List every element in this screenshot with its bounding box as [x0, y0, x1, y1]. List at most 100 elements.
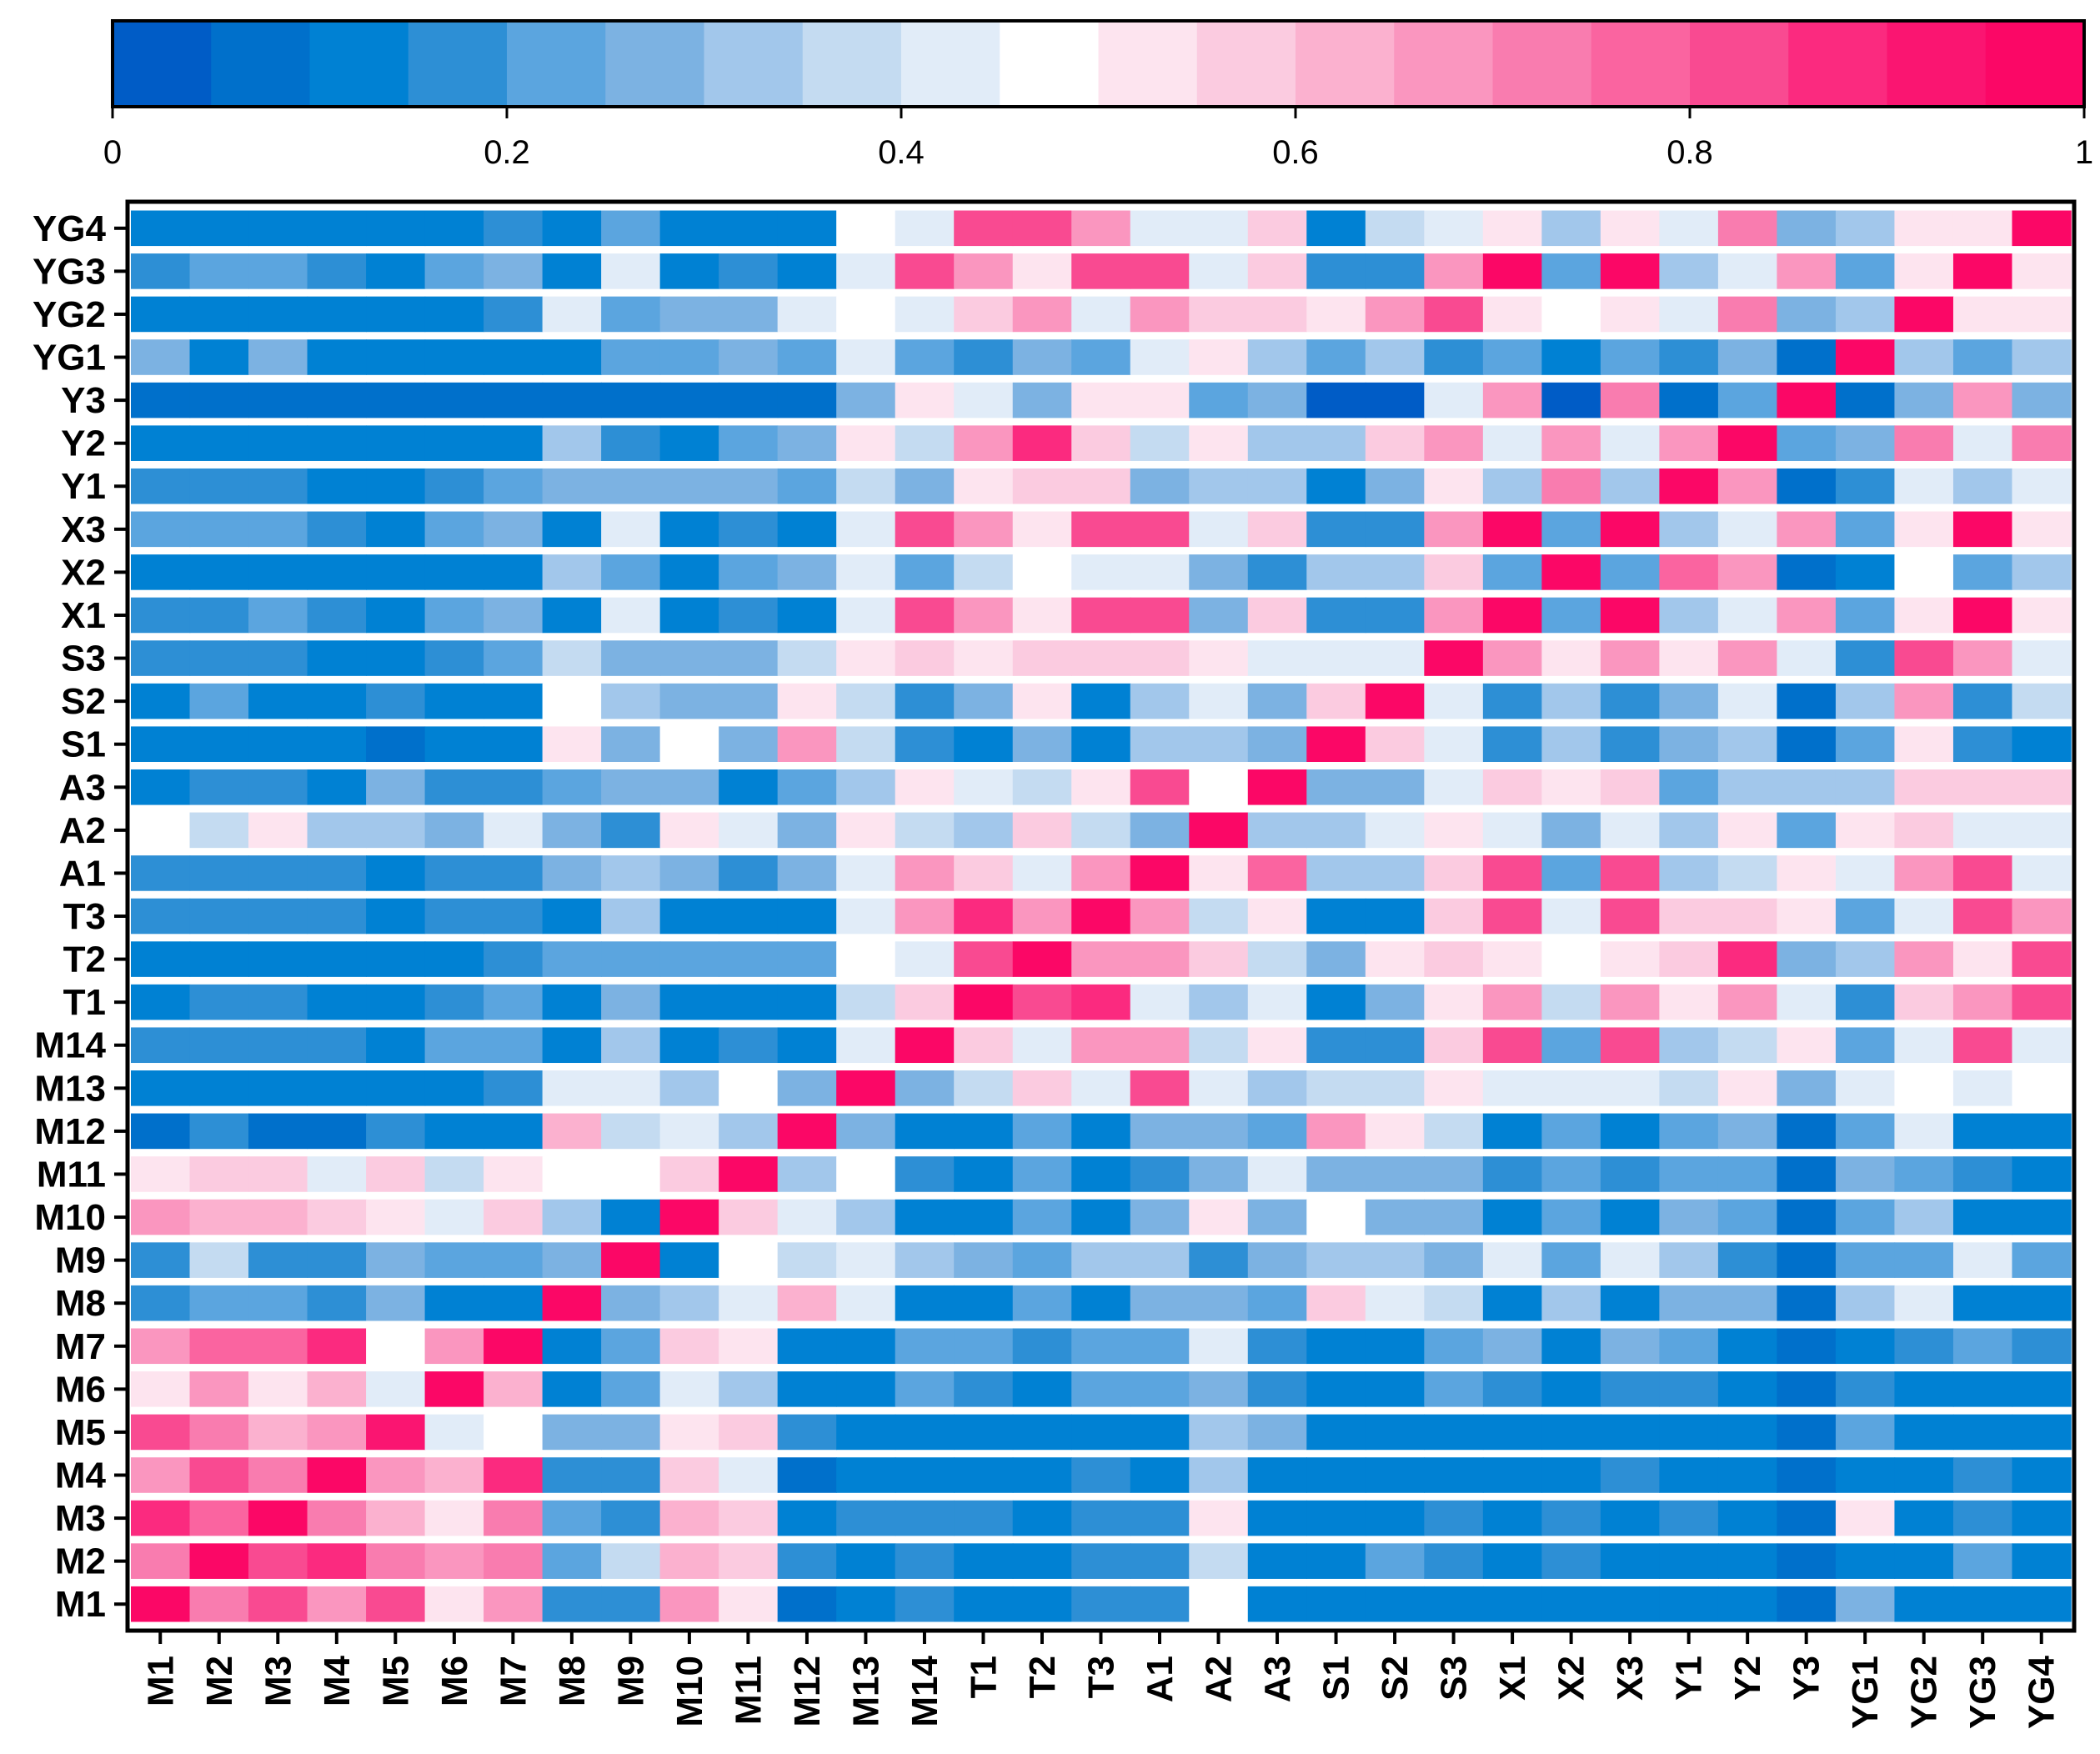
- heatmap-cell: [777, 339, 837, 375]
- heatmap-cell: [1894, 210, 1954, 247]
- heatmap-cell: [719, 339, 779, 375]
- heatmap-cell: [601, 1070, 661, 1106]
- heatmap-cell: [1952, 1156, 2013, 1192]
- heatmap-cell: [954, 468, 1014, 504]
- heatmap-cell: [1306, 726, 1366, 762]
- heatmap-cell: [601, 554, 661, 590]
- heatmap-cell: [424, 253, 484, 289]
- heatmap-cell: [2012, 425, 2072, 461]
- heatmap-cell: [1189, 339, 1249, 375]
- heatmap-cell: [1717, 425, 1778, 461]
- heatmap-cell: [895, 1285, 955, 1321]
- heatmap-cell: [1482, 1500, 1543, 1536]
- heatmap-cell: [659, 941, 719, 977]
- heatmap-cell: [189, 1586, 249, 1622]
- heatmap-cell: [1247, 1586, 1308, 1622]
- heatmap-cell: [424, 1285, 484, 1321]
- heatmap-cell: [307, 339, 367, 375]
- heatmap-cell: [954, 597, 1014, 634]
- heatmap-cell: [601, 1500, 661, 1536]
- heatmap-cell: [2012, 1027, 2072, 1064]
- heatmap-cell: [1306, 941, 1366, 977]
- heatmap-cell: [1012, 425, 1072, 461]
- heatmap-cell: [131, 339, 191, 375]
- heatmap-cell: [542, 597, 602, 634]
- heatmap-cell: [719, 1027, 779, 1064]
- heatmap-cell: [1130, 1414, 1190, 1451]
- heatmap-cell: [1659, 253, 1719, 289]
- heatmap-cell: [601, 1371, 661, 1407]
- heatmap-cell: [1952, 1113, 2013, 1150]
- heatmap-cell: [1247, 296, 1308, 333]
- heatmap-cell: [1189, 1500, 1249, 1536]
- heatmap-cell: [836, 1027, 896, 1064]
- heatmap-cell: [1894, 296, 1954, 333]
- heatmap-cell: [1130, 726, 1190, 762]
- heatmap-cell: [777, 1543, 837, 1579]
- heatmap-cell: [1189, 1328, 1249, 1365]
- heatmap-cell: [542, 1199, 602, 1235]
- heatmap-cell: [424, 382, 484, 418]
- heatmap-cell: [1659, 683, 1719, 719]
- heatmap-cell: [1365, 1070, 1426, 1106]
- heatmap-cell: [1777, 382, 1837, 418]
- heatmap-cell: [484, 1027, 544, 1064]
- heatmap-cell: [1777, 1586, 1837, 1622]
- heatmap-cell: [1482, 425, 1543, 461]
- heatmap-cell: [131, 726, 191, 762]
- heatmap-cell: [1071, 1371, 1131, 1407]
- heatmap-cell: [307, 425, 367, 461]
- heatmap-cell: [954, 339, 1014, 375]
- heatmap-cell: [1012, 640, 1072, 676]
- colorbar-border: [111, 19, 2086, 108]
- heatmap-cell: [601, 898, 661, 935]
- heatmap-cell: [836, 1457, 896, 1493]
- heatmap-cell: [248, 769, 308, 805]
- heatmap-cell: [1659, 1113, 1719, 1150]
- heatmap-cell: [1659, 1457, 1719, 1493]
- heatmap-cell: [484, 425, 544, 461]
- heatmap-cell: [2012, 1328, 2072, 1365]
- x-tick-label: M8: [552, 1656, 593, 1706]
- heatmap-cell: [307, 984, 367, 1020]
- heatmap-cell: [484, 210, 544, 247]
- heatmap-cell: [659, 769, 719, 805]
- heatmap-cell: [424, 683, 484, 719]
- heatmap-cell: [366, 1543, 426, 1579]
- heatmap-cell: [131, 1070, 191, 1106]
- heatmap-cell: [1012, 210, 1072, 247]
- heatmap-cell: [1717, 597, 1778, 634]
- heatmap-cell: [1130, 1156, 1190, 1192]
- heatmap-cell: [1306, 210, 1366, 247]
- colorbar-tick-label: 0.6: [1272, 134, 1319, 171]
- heatmap-cell: [189, 812, 249, 849]
- heatmap-cell: [1659, 1371, 1719, 1407]
- heatmap-cell: [484, 1156, 544, 1192]
- heatmap-cell: [248, 984, 308, 1020]
- heatmap-cell: [1835, 511, 1896, 548]
- heatmap-cell: [1189, 1285, 1249, 1321]
- heatmap-cell: [1306, 253, 1366, 289]
- heatmap-cell: [1541, 1113, 1601, 1150]
- heatmap-cell: [542, 941, 602, 977]
- heatmap-cell: [1365, 1457, 1426, 1493]
- heatmap-cell: [601, 683, 661, 719]
- heatmap-cell: [1717, 253, 1778, 289]
- heatmap-cell: [1541, 855, 1601, 891]
- heatmap-cell: [189, 210, 249, 247]
- heatmap-cell: [366, 1242, 426, 1278]
- heatmap-cell: [1952, 1414, 2013, 1451]
- heatmap-cell: [954, 855, 1014, 891]
- heatmap-cell: [2012, 683, 2072, 719]
- heatmap-cell: [1071, 1500, 1131, 1536]
- heatmap-cell: [836, 1199, 896, 1235]
- heatmap-cell: [836, 1242, 896, 1278]
- heatmap-cell: [777, 855, 837, 891]
- heatmap-cell: [1835, 812, 1896, 849]
- heatmap-cell: [836, 339, 896, 375]
- heatmap-cell: [719, 941, 779, 977]
- heatmap-cell: [1659, 1242, 1719, 1278]
- heatmap-cell: [1365, 468, 1426, 504]
- heatmap-cell: [719, 1328, 779, 1365]
- heatmap-cell: [1717, 941, 1778, 977]
